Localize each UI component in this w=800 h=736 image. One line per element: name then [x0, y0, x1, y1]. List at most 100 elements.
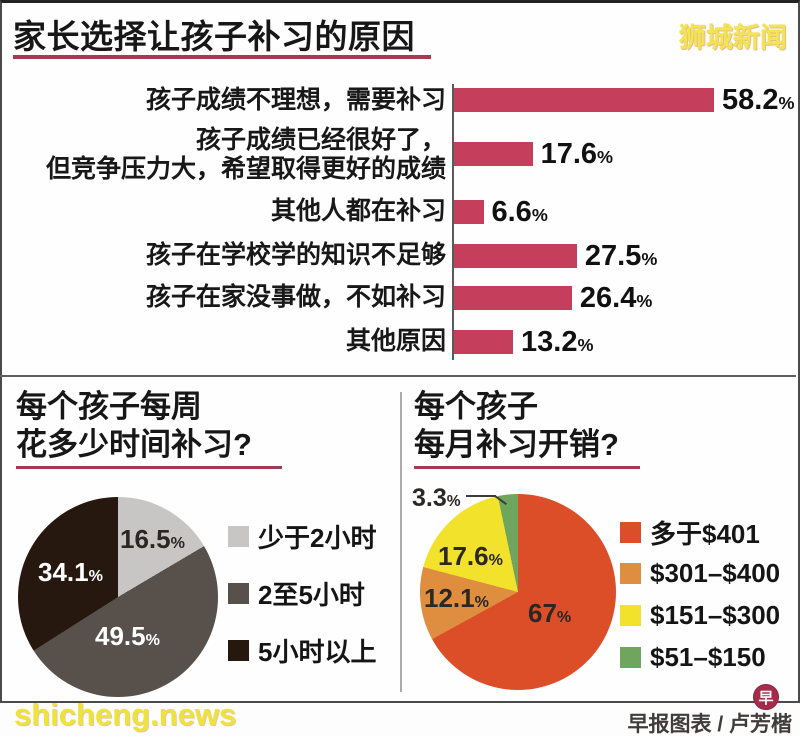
bar-category-label: 孩子成绩不理想，需要补习 [0, 86, 446, 115]
value-number: 6.6 [491, 195, 532, 228]
bar-row: 58.2% [454, 84, 794, 116]
legend-item: 多于$401 [620, 519, 760, 549]
percent-sign: % [88, 567, 103, 585]
pie-slice-value-label: 16.5% [120, 524, 185, 555]
title-underline [13, 55, 431, 59]
pie-slice-value-label: 3.3% [412, 484, 461, 513]
bar-value-label: 27.5% [585, 240, 657, 273]
title-line: 每个孩子 [414, 389, 538, 424]
title-underline [414, 466, 640, 469]
percent-sign: % [488, 551, 503, 569]
legend-item: $51–$150 [620, 641, 766, 672]
cost-pie-title: 每个孩子 每月补习开销? [414, 388, 619, 464]
pie-slice-value-label: 12.1% [424, 583, 489, 614]
bar-value-label: 6.6% [492, 196, 548, 229]
title-line: 花多少时间补习? [16, 427, 252, 462]
bar [454, 200, 484, 224]
site-watermark: shicheng.news [14, 697, 237, 732]
value-number: 12.1 [424, 583, 475, 613]
bar-value-label: 13.2% [521, 326, 593, 359]
percent-sign: % [641, 248, 658, 269]
title-underline [16, 466, 282, 469]
bar-chart-title: 家长选择让孩子补习的原因 [13, 18, 415, 55]
bar-category-line: 孩子在家没事做，不如补习 [145, 283, 446, 311]
value-number: 67 [528, 598, 557, 628]
percent-sign: % [446, 493, 461, 510]
bar [454, 244, 577, 268]
bar [454, 142, 533, 166]
legend-item: 少于2小时 [228, 523, 376, 553]
legend-label: $301–$400 [650, 557, 781, 588]
legend-swatch [620, 562, 641, 584]
pie-slice-value-label: 17.6% [438, 541, 503, 572]
value-number: 3.3 [412, 484, 447, 512]
bar-category-label: 孩子在学校学的知识不足够 [0, 241, 446, 270]
brand-watermark: 狮城新闻 [679, 23, 787, 53]
legend-label: $151–$300 [650, 599, 781, 630]
time-pie-title: 每个孩子每周 花多少时间补习? [16, 388, 252, 464]
value-number: 49.5 [95, 621, 146, 651]
legend-item: $151–$300 [620, 599, 781, 630]
legend-label: 5小时以上 [258, 636, 377, 667]
title-line: 每个孩子每周 [16, 389, 202, 424]
bar-row: 13.2% [454, 326, 593, 358]
bar [454, 88, 714, 112]
percent-sign: % [597, 146, 614, 167]
value-number: 34.1 [38, 557, 89, 587]
value-number: 17.6 [540, 137, 598, 170]
bar-category-line: 孩子成绩不理想，需要补习 [145, 86, 446, 114]
horizontal-divider [0, 375, 796, 377]
bar-category-line: 其他原因 [345, 327, 446, 355]
legend-swatch [228, 525, 249, 547]
value-number: 17.6 [438, 541, 489, 571]
bar-value-label: 26.4% [580, 282, 652, 315]
percent-sign: % [170, 534, 185, 552]
legend-swatch [620, 646, 641, 668]
bar [454, 330, 513, 354]
legend-label: $51–$150 [650, 641, 766, 672]
legend-label: 2至5小时 [258, 579, 365, 610]
legend-swatch [228, 582, 249, 604]
legend-swatch [620, 604, 641, 626]
bar-category-line: 孩子成绩已经很好了， [195, 126, 446, 154]
vertical-divider [400, 392, 402, 692]
bar-category-label: 孩子成绩已经很好了， 但竞争压力大，希望取得更好的成绩 [0, 126, 446, 184]
cost-pie-chart [420, 494, 616, 690]
percent-sign: % [778, 92, 795, 113]
bar-category-line: 其他人都在补习 [270, 197, 446, 225]
percent-sign: % [556, 608, 572, 626]
bar [454, 286, 572, 310]
pie-slice-value-label: 34.1% [38, 557, 103, 588]
percent-sign: % [474, 593, 489, 611]
bar-value-label: 58.2% [722, 84, 794, 117]
value-number: 13.2 [521, 325, 578, 358]
zaobao-logo-char: 早 [758, 689, 774, 707]
percent-sign: % [531, 204, 548, 225]
legend-item: 2至5小时 [228, 580, 365, 610]
bar-chart-axis [452, 84, 454, 360]
bar-category-line: 孩子在学校学的知识不足够 [145, 241, 446, 269]
value-number: 27.5 [584, 239, 642, 272]
bar-category-line: 但竞争压力大，希望取得更好的成绩 [45, 155, 446, 183]
zaobao-logo: 早 [753, 684, 779, 710]
bar-row: 26.4% [454, 282, 652, 314]
legend-item: $301–$400 [620, 557, 781, 588]
bar-row: 17.6% [454, 138, 614, 170]
legend-item: 5小时以上 [228, 637, 376, 667]
pie-slice-value-label: 49.5% [95, 621, 160, 652]
legend-label: 多于$401 [650, 518, 760, 549]
legend-swatch [620, 521, 641, 543]
percent-sign: % [636, 290, 653, 311]
percent-sign: % [577, 334, 594, 355]
bar-category-label: 其他原因 [0, 327, 446, 356]
credit-text: 早报图表 / 卢芳楷 [627, 713, 792, 736]
value-number: 26.4 [579, 281, 637, 314]
title-line: 每月补习开销? [414, 427, 619, 462]
value-number: 16.5 [120, 524, 171, 554]
callout-line [466, 495, 496, 497]
time-pie-chart [18, 497, 218, 697]
value-number: 58.2 [722, 83, 779, 116]
bar-row: 27.5% [454, 240, 657, 272]
percent-sign: % [145, 631, 160, 649]
